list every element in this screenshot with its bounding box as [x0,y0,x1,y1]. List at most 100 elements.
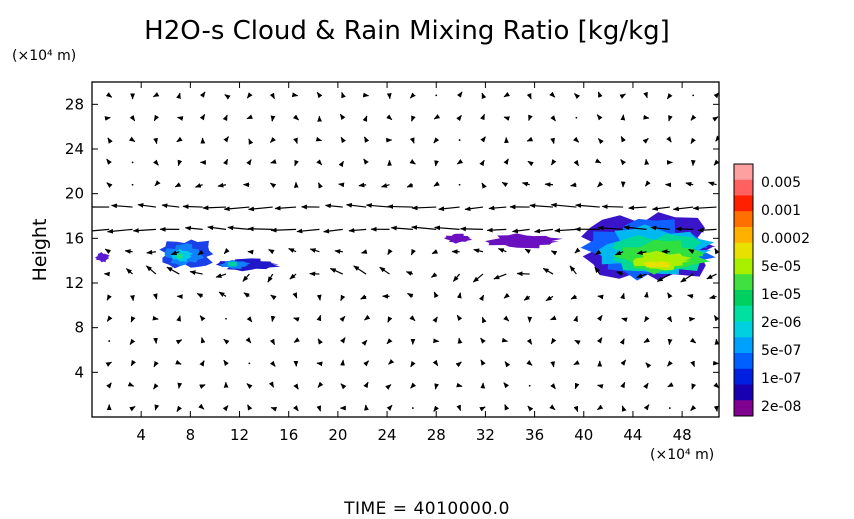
wind-vector [620,292,625,300]
wind-vector [176,92,181,99]
wind-vector [177,159,183,167]
wind-vector [199,360,205,367]
wind-vector [680,273,694,283]
wind-vector [106,315,113,322]
y-axis-label: Height [29,219,51,282]
wind-vector [459,226,483,232]
wind-vector [363,158,369,165]
wind-vector [503,292,510,299]
wind-vector [269,92,275,100]
wind-vector [316,159,323,166]
wind-vector [619,338,625,345]
wind-vector [170,250,180,256]
wind-vector [153,360,159,368]
wind-vector [573,159,580,167]
wind-vector [597,138,604,145]
wind-vector [129,405,136,412]
wind-vector [316,405,322,412]
wind-vector [340,383,347,390]
wind-vector [643,337,650,343]
y-unit-label: (×10⁴ m) [12,48,76,64]
wind-vector [596,404,604,411]
wind-vector [481,316,487,324]
colorbar-label: 5e-05 [761,259,801,275]
wind-vector [270,115,276,122]
wind-vector [124,249,133,254]
wind-vector [620,136,626,143]
wind-vector [529,203,554,209]
wind-vector [360,249,368,254]
wind-vector [573,136,580,143]
wind-vector [430,272,438,278]
wind-vector [690,405,697,411]
wind-vector [348,227,367,233]
wind-vector [174,182,182,188]
wind-vector [363,360,370,367]
wind-vector [243,292,250,298]
wind-vector [316,91,323,99]
wind-vector [601,204,624,210]
wind-vector [550,202,577,208]
wind-vector [433,181,440,187]
wind-vector [293,337,300,343]
wind-vector [269,136,276,143]
wind-vector [381,183,390,188]
wind-vector [645,362,652,369]
wind-vector [504,361,511,368]
wind-vector [493,273,507,280]
wind-vector [523,295,531,301]
wind-vector [554,228,577,233]
wind-vector [248,138,254,145]
wind-vector [334,249,343,254]
y-tick-label: 4 [74,363,84,381]
wind-vector [107,137,113,144]
wind-vector [666,136,672,143]
wind-vector [644,315,650,323]
wind-dot [458,183,461,186]
wind-vector [597,181,604,188]
wind-dot [131,161,134,164]
wind-vector [526,92,532,100]
cloud-patch [443,233,473,244]
wind-vector [405,271,414,276]
wind-vector [621,405,627,412]
wind-vector [488,205,507,211]
wind-vector [293,383,299,390]
wind-vector [434,225,460,231]
wind-vector [196,292,204,299]
cloud-patch [176,253,184,259]
wind-vector [268,381,275,388]
wind-vector [642,137,649,144]
wind-vector [292,292,298,299]
wind-vector [503,116,511,121]
wind-vector [534,228,554,234]
wind-vector [409,137,415,144]
wind-vector [267,273,274,283]
wind-vector [456,91,463,98]
wind-vector [486,227,507,233]
wind-vector [452,273,461,282]
wind-vector [339,315,346,323]
wind-vector [194,183,203,188]
wind-vector [105,361,113,367]
wind-vector [456,382,463,388]
wind-vector [692,205,717,211]
wind-vector [643,404,650,411]
x-unit-label: (×10⁴ m) [650,447,714,463]
wind-vector [573,360,580,366]
wind-vector [153,137,158,145]
wind-dot [131,183,134,186]
wind-vector [363,136,370,143]
wind-vector [472,273,484,283]
wind-vector [223,248,230,255]
wind-vector [550,137,555,145]
wind-vector [619,93,626,99]
cloud-layer [95,212,716,281]
wind-vector [407,292,414,299]
wind-vector [199,91,206,98]
wind-dot [411,407,414,409]
wind-vector [222,405,229,412]
wind-vector [365,203,390,208]
wind-vector [503,382,510,389]
wind-vector [296,228,320,234]
